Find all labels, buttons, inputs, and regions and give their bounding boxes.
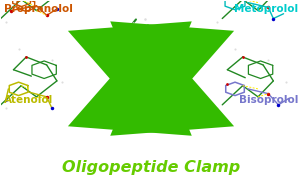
Text: Bisoprolol: Bisoprolol [239,94,298,105]
Text: Propranolol: Propranolol [4,4,72,13]
Text: Metoprolol: Metoprolol [234,4,298,13]
Text: Oligopeptide Clamp: Oligopeptide Clamp [62,160,240,175]
Text: Atenolol: Atenolol [4,94,53,105]
